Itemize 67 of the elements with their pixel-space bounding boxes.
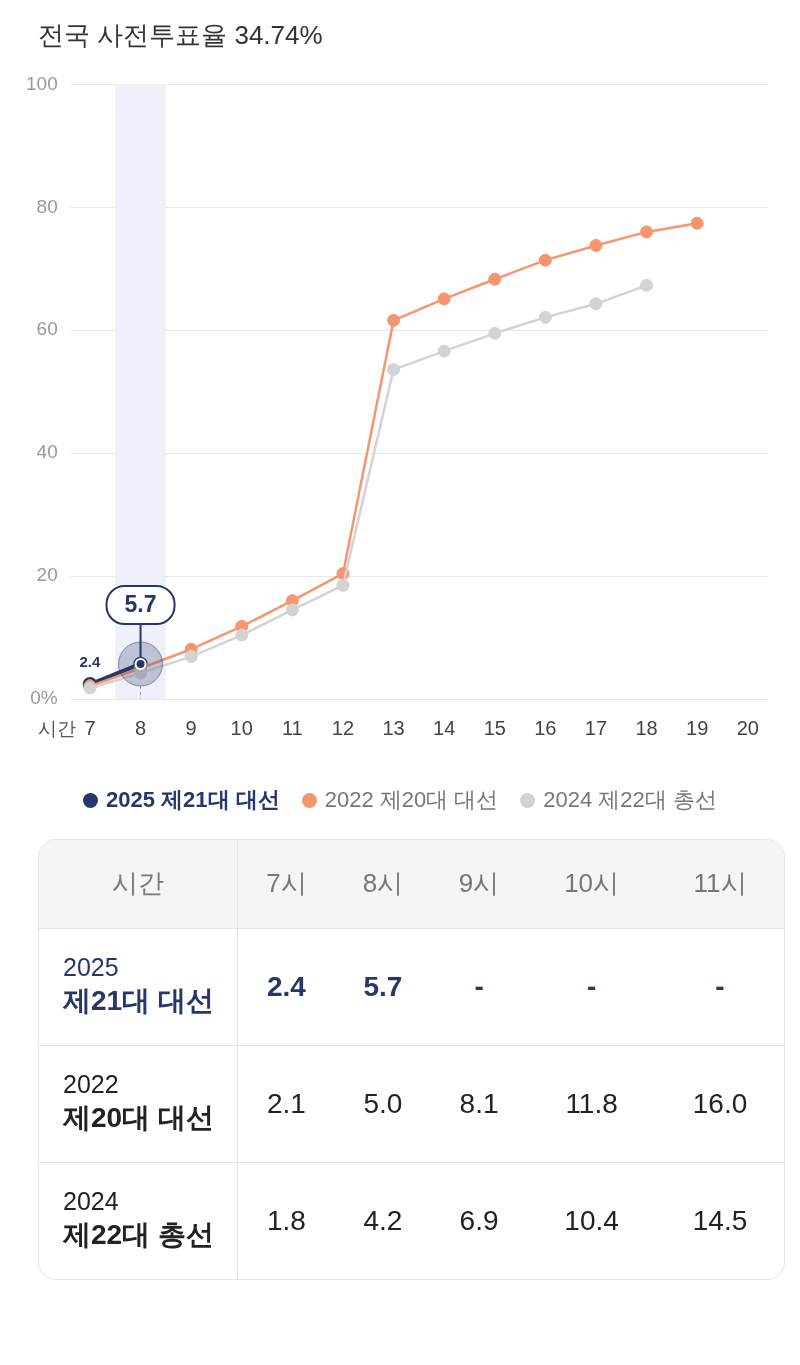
point (690, 216, 704, 230)
point (538, 310, 552, 324)
text: - (585, 969, 598, 1004)
category-label: 8시 (361, 867, 405, 901)
y-tick-label: 80 (36, 195, 58, 217)
point (488, 272, 502, 286)
category-label: 2024 제22대 총선 (63, 1187, 214, 1251)
point (488, 326, 502, 340)
x-tick-label: 13 (382, 716, 405, 739)
category-label: 11시 (692, 867, 748, 901)
text: 1.8 (265, 1203, 307, 1238)
point (538, 253, 552, 267)
point (640, 278, 654, 292)
legend-label: 2024 제22대 총선 (542, 786, 717, 814)
text: 2.1 (265, 1086, 307, 1121)
text: 5.7 (362, 969, 404, 1004)
text: 11.8 (564, 1086, 619, 1121)
y-tick-label: 60 (36, 318, 58, 340)
x-tick-label: 17 (584, 716, 608, 739)
x-tick-label: 16 (534, 716, 557, 739)
x-tick-label: 9 (185, 716, 197, 739)
x-tick-label: 11 (281, 716, 303, 739)
text: 5.0 (362, 1086, 404, 1121)
x-tick-label: 19 (686, 716, 709, 739)
x-tick-label: 14 (433, 716, 456, 739)
text: - (714, 969, 726, 1004)
text: 16.0 (691, 1086, 749, 1121)
text: 4.2 (362, 1203, 404, 1238)
y-tick-label: 100 (26, 72, 58, 94)
category-label: 9시 (457, 867, 501, 901)
point (285, 603, 299, 617)
category-label: 2022 제20대 대선 (63, 1070, 214, 1133)
y-tick-label: 0% (30, 687, 58, 709)
legend-label: 2022 제20대 대선 (323, 786, 499, 814)
legend-label: 2025 제21대 대선 (105, 786, 280, 814)
point (184, 650, 198, 664)
category-label: 10시 (563, 867, 621, 901)
point (437, 292, 451, 306)
y-tick-label: 20 (36, 564, 58, 586)
x-tick-label: 8 (134, 716, 147, 739)
point (589, 297, 603, 311)
text: 시간 (39, 840, 238, 928)
text: 6.9 (458, 1203, 500, 1238)
x-tick-label: 7 (84, 716, 96, 739)
category-label: 7시 (265, 867, 308, 901)
x-tick-label: 20 (736, 716, 759, 739)
point (589, 238, 603, 252)
data-label: 5.7 (124, 591, 157, 618)
text: 14.5 (691, 1203, 749, 1238)
point (437, 344, 451, 358)
text: - (473, 969, 485, 1004)
text: 10.4 (563, 1203, 620, 1238)
x-tick-label: 12 (331, 716, 355, 739)
point (235, 628, 249, 642)
text: 8.1 (458, 1086, 500, 1121)
x-tick-label: 15 (483, 716, 506, 739)
y-tick-label: 40 (36, 441, 58, 463)
point (387, 313, 401, 327)
point (387, 363, 401, 377)
point (336, 578, 350, 592)
x-axis-title: 시간 (38, 718, 76, 740)
x-tick-label: 18 (635, 716, 658, 739)
chart-title: 전국 사전투표율 34.74% (37, 19, 324, 52)
category-label: 2025 제21대 대선 (63, 953, 214, 1016)
point (640, 225, 654, 239)
x-tick-label: 10 (230, 716, 253, 739)
text: 2.4 (265, 969, 307, 1004)
